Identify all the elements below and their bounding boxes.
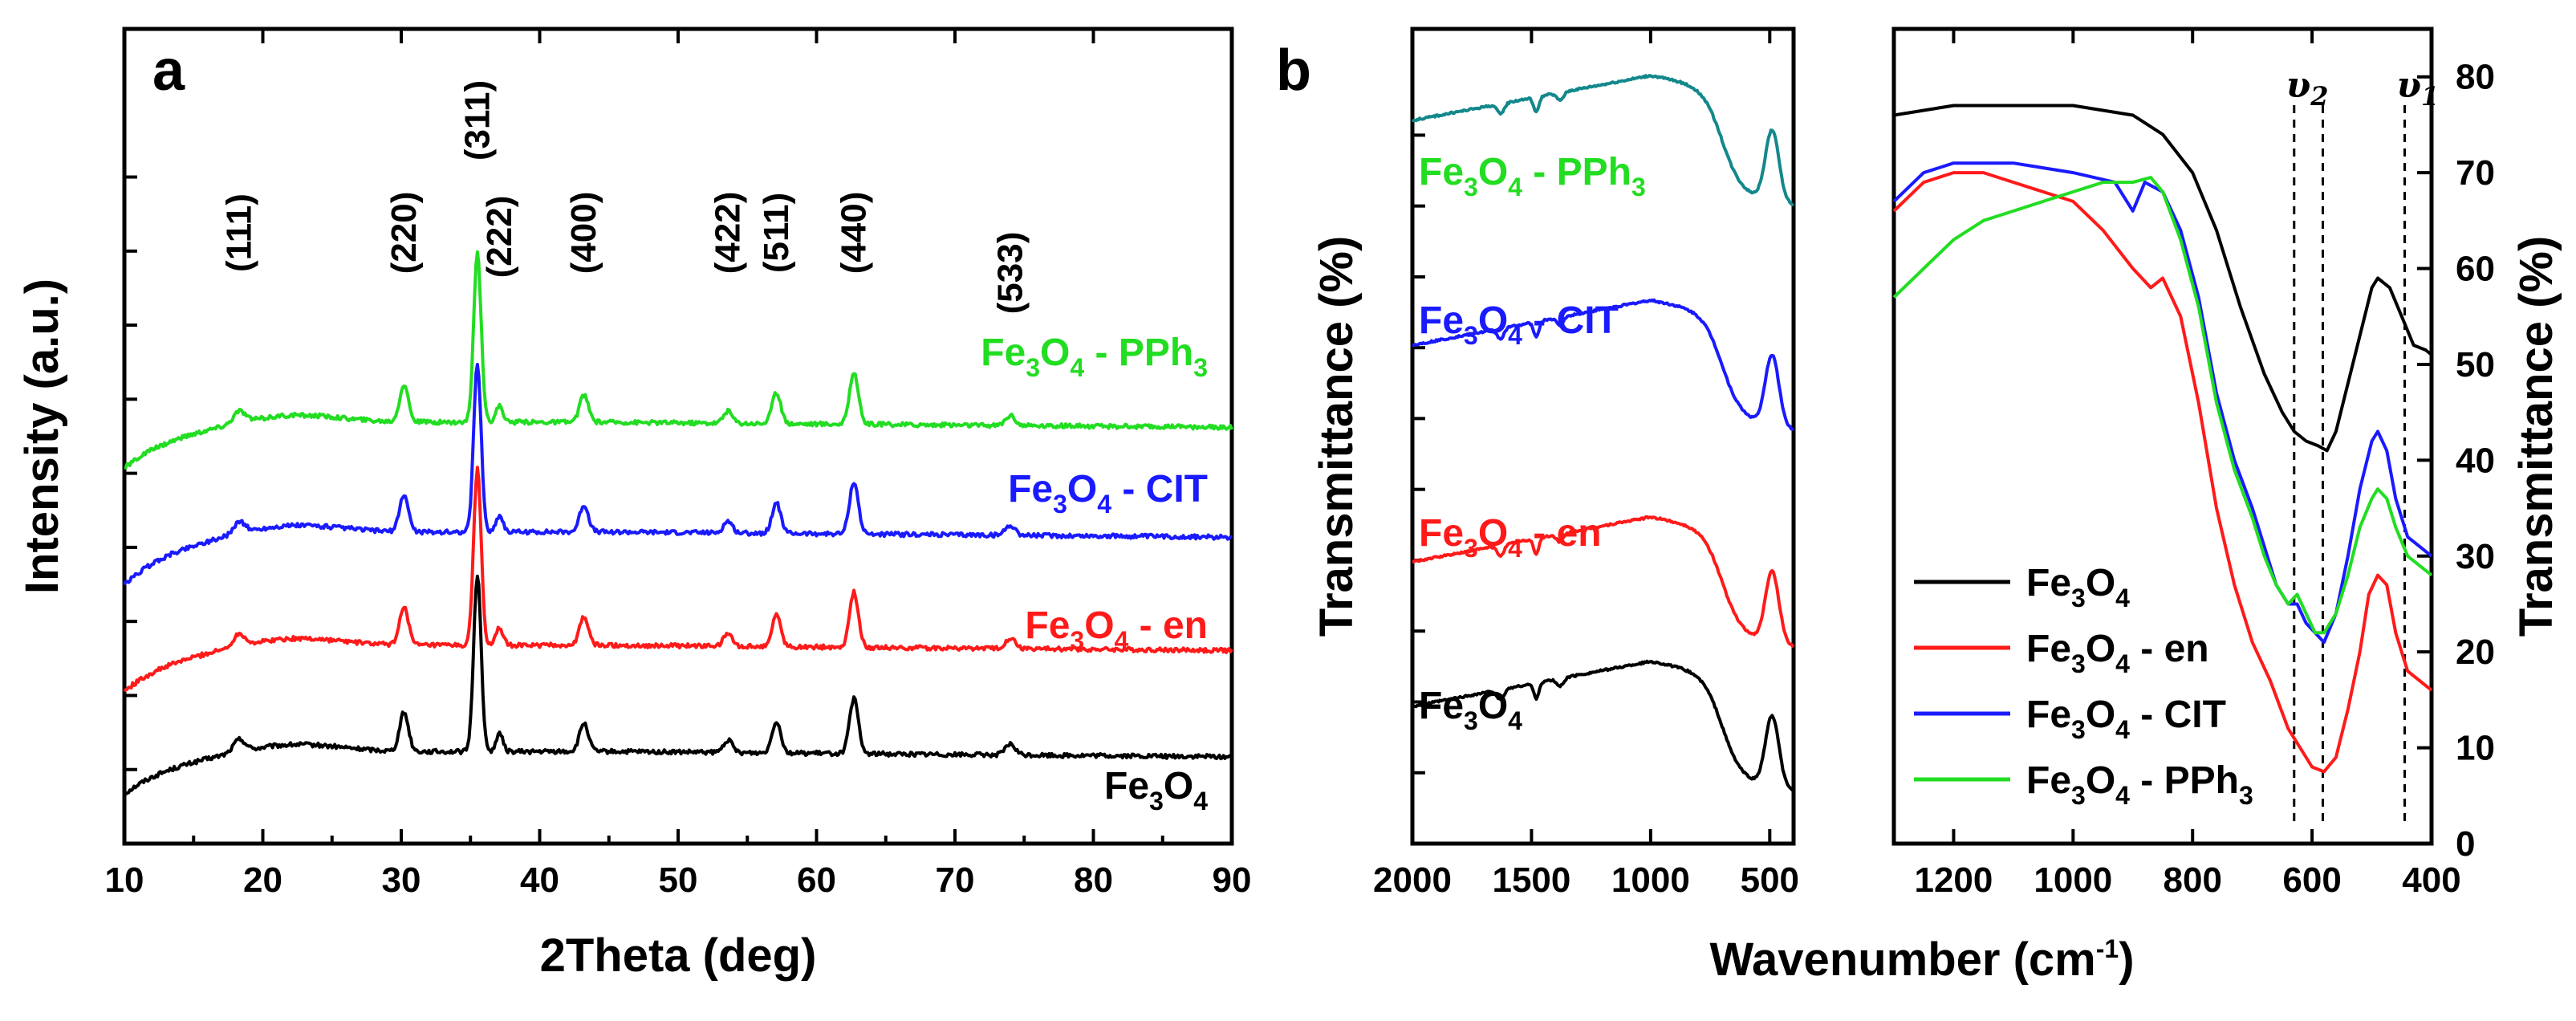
ftir-overview-curve-3: [1411, 74, 1795, 206]
x-tick-label: 1200: [1914, 860, 1993, 900]
y-tick-label: 30: [2456, 537, 2495, 576]
peak-label: (400): [564, 192, 603, 275]
legend-label: Fe3O4: [2026, 562, 2130, 612]
ftir-overview-label: Fe3O4 - PPh3: [1419, 151, 1646, 201]
panel-label-a: a: [152, 39, 185, 103]
x-tick-label: 90: [1213, 860, 1252, 900]
legend-label: Fe3O4 - CIT: [2026, 694, 2226, 744]
peak-label: (422): [709, 192, 748, 275]
peak-label: (440): [835, 192, 874, 275]
ftir-zoom-curve-1: [1892, 171, 2433, 774]
xrd-plot-frame: [122, 26, 1234, 846]
ftir-overview-label: Fe3O4: [1419, 685, 1522, 735]
ftir-band-markers: υ2 υ1: [2286, 65, 2440, 828]
ftir-y-axis-label-right: Transmittance (%): [2510, 236, 2562, 637]
ftir-overview-series-labels: Fe3O4 Fe3O4 - en Fe3O4 - CIT Fe3O4 - PPh3: [1419, 151, 1646, 735]
x-tick-label: 1000: [2034, 860, 2112, 900]
y-tick-label: 80: [2456, 58, 2495, 97]
peak-label: (222): [480, 196, 519, 279]
x-tick-label: 10: [105, 860, 144, 900]
ftir-zoom-curve-0: [1893, 104, 2433, 453]
ftir-zoom-curve-3: [1892, 176, 2433, 635]
x-tick-label: 60: [797, 860, 836, 900]
band-marker-label: υ1: [2397, 65, 2440, 112]
xrd-peak-labels: (111) (220) (311) (222) (400) (422) (511) (440)…: [220, 80, 1030, 315]
x-tick-label: 800: [2164, 860, 2222, 900]
ftir-panel-overview: 2000 1500 1000 500 Fe3O4 Fe3O4 - en Fe3O4 - C…: [1276, 26, 1799, 900]
x-tick-label: 20: [243, 860, 282, 900]
peak-label: (311): [457, 80, 497, 161]
y-tick-label: 50: [2456, 345, 2495, 384]
xrd-series-label: Fe3O4: [1104, 765, 1208, 816]
xrd-series-label: Fe3O4 - CIT: [1008, 468, 1208, 519]
y-tick-label: 10: [2456, 729, 2495, 768]
peak-label: (220): [384, 192, 424, 275]
x-tick-label: 30: [382, 860, 421, 900]
ftir-y-axis-label-left: Transmittance (%): [1310, 236, 1363, 637]
ftir-overview-ticks: 2000 1500 1000 500: [1373, 29, 1799, 900]
ftir-x-axis-label: Wavenumber (cm-1): [1709, 934, 2134, 986]
panel-label-b: b: [1276, 39, 1311, 103]
xrd-x-axis-label: 2Theta (deg): [540, 929, 817, 982]
y-tick-label: 20: [2456, 633, 2495, 672]
legend-label: Fe3O4 - en: [2026, 628, 2209, 678]
xrd-series-label: Fe3O4 - PPh3: [981, 332, 1208, 382]
legend-label: Fe3O4 - PPh3: [2026, 759, 2253, 810]
ftir-legend: Fe3O4 Fe3O4 - en Fe3O4 - CIT Fe3O4 - PPh3: [1914, 562, 2253, 810]
x-tick-label: 2000: [1373, 860, 1452, 900]
y-tick-label: 0: [2456, 824, 2475, 864]
x-tick-label: 600: [2282, 860, 2341, 900]
xrd-panel: 10 20 30 40 50 60 70 80 90 (111) (220)(311)(222)(…: [16, 26, 1252, 982]
x-tick-label: 50: [659, 860, 698, 900]
y-tick-label: 70: [2456, 153, 2495, 193]
ftir-overview-label: Fe3O4 - CIT: [1419, 299, 1619, 350]
xrd-y-axis-label: Intensity (a.u.): [16, 279, 68, 594]
x-tick-label: 500: [1741, 860, 1799, 900]
x-tick-label: 1500: [1492, 860, 1570, 900]
xrd-ticks: 10 20 30 40 50 60 70 80 90: [105, 29, 1252, 900]
x-tick-label: 70: [936, 860, 975, 900]
ftir-overview-curve-0: [1411, 659, 1795, 793]
xrd-curve-0: [124, 574, 1233, 796]
xrd-series-label: Fe3O4 - en: [1025, 604, 1208, 655]
ftir-overview-curves: [1411, 74, 1795, 793]
peak-label: (533): [991, 232, 1030, 315]
xrd-curve-2: [123, 363, 1233, 586]
ftir-zoom-curves: [1892, 104, 2433, 774]
peak-label: (511): [757, 193, 796, 273]
y-tick-label: 40: [2456, 441, 2495, 480]
y-tick-label: 60: [2456, 250, 2495, 289]
xrd-series-labels: Fe3O4 Fe3O4 - en Fe3O4 - CIT Fe3O4 - PPh3: [981, 332, 1208, 816]
xrd-curves: [123, 250, 1233, 796]
band-marker-label: υ2: [2286, 65, 2329, 112]
peak-label: (111): [220, 193, 259, 272]
xrd-curve-1: [123, 466, 1233, 693]
x-tick-label: 80: [1074, 860, 1113, 900]
ftir-overview-label: Fe3O4 - en: [1419, 512, 1602, 563]
ftir-zoom-frame: [1891, 26, 2434, 846]
x-tick-label: 40: [520, 860, 559, 900]
xrd-curve-3: [124, 250, 1233, 470]
ftir-overview-curve-1: [1412, 515, 1795, 649]
x-tick-label: 1000: [1611, 860, 1690, 900]
ftir-overview-curve-2: [1412, 298, 1795, 431]
x-tick-label: 400: [2402, 860, 2460, 900]
ftir-overview-frame: [1410, 26, 1796, 846]
ftir-zoom-curve-2: [1892, 161, 2433, 645]
